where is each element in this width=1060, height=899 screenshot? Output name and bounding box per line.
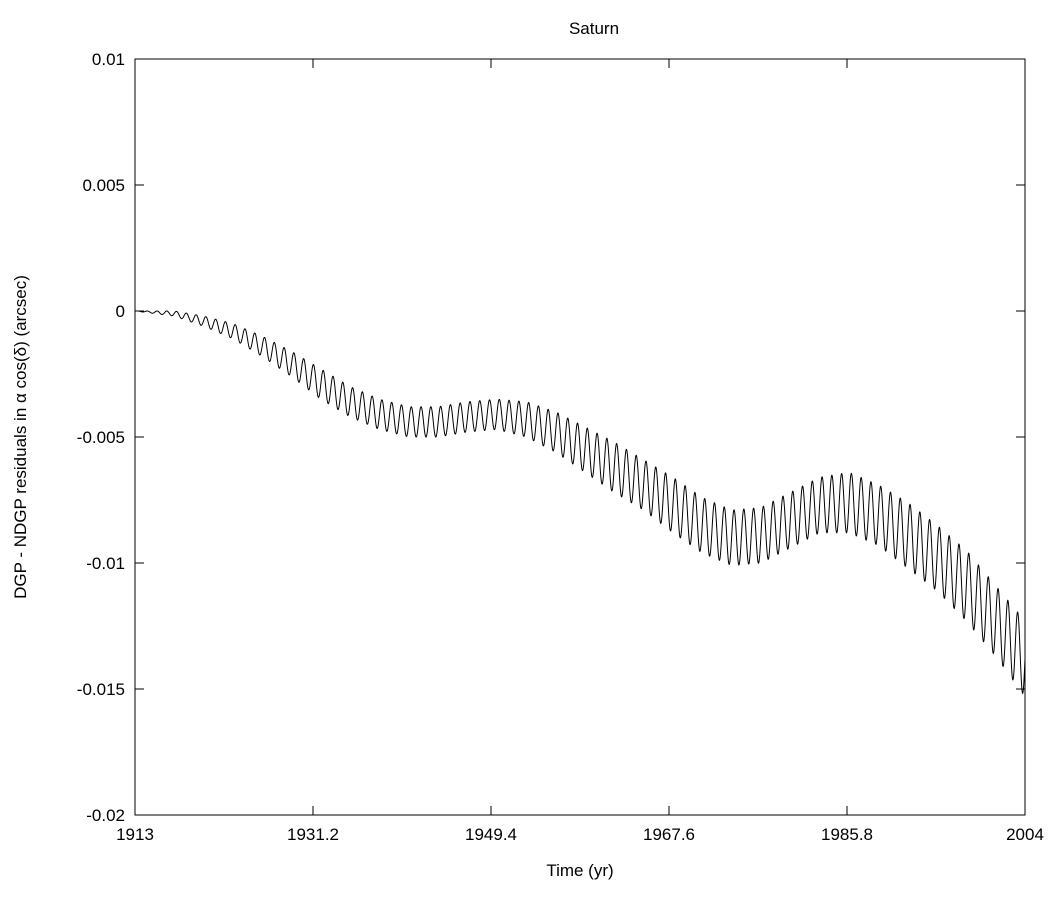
x-tick-label: 2004 [1006,825,1044,844]
x-axis-ticks: 1913 1931.2 1949.4 1967.6 1985.8 2004 [116,59,1044,844]
x-axis-label: Time (yr) [546,861,613,880]
y-tick-label: -0.01 [86,554,125,573]
y-tick-label: -0.02 [86,806,125,825]
y-tick-label: -0.005 [77,428,125,447]
plot-frame [134,58,1026,816]
y-axis-label: DGP - NDGP residuals in α cos(δ) (arcsec… [11,275,30,599]
y-tick-label: 0.01 [92,50,125,69]
y-tick-label: -0.015 [77,680,125,699]
series-line-saturn-residuals [134,310,1026,695]
x-tick-label: 1967.6 [643,825,695,844]
y-axis-ticks: 0.01 0.005 0 -0.005 -0.01 -0.015 -0.02 [77,50,1025,825]
x-tick-label: 1985.8 [821,825,873,844]
y-tick-label: 0.005 [82,176,125,195]
x-tick-label: 1931.2 [287,825,339,844]
x-tick-label: 1949.4 [465,825,517,844]
y-tick-label: 0 [116,302,125,321]
x-tick-label: 1913 [116,825,154,844]
chart-title: Saturn [569,19,619,38]
